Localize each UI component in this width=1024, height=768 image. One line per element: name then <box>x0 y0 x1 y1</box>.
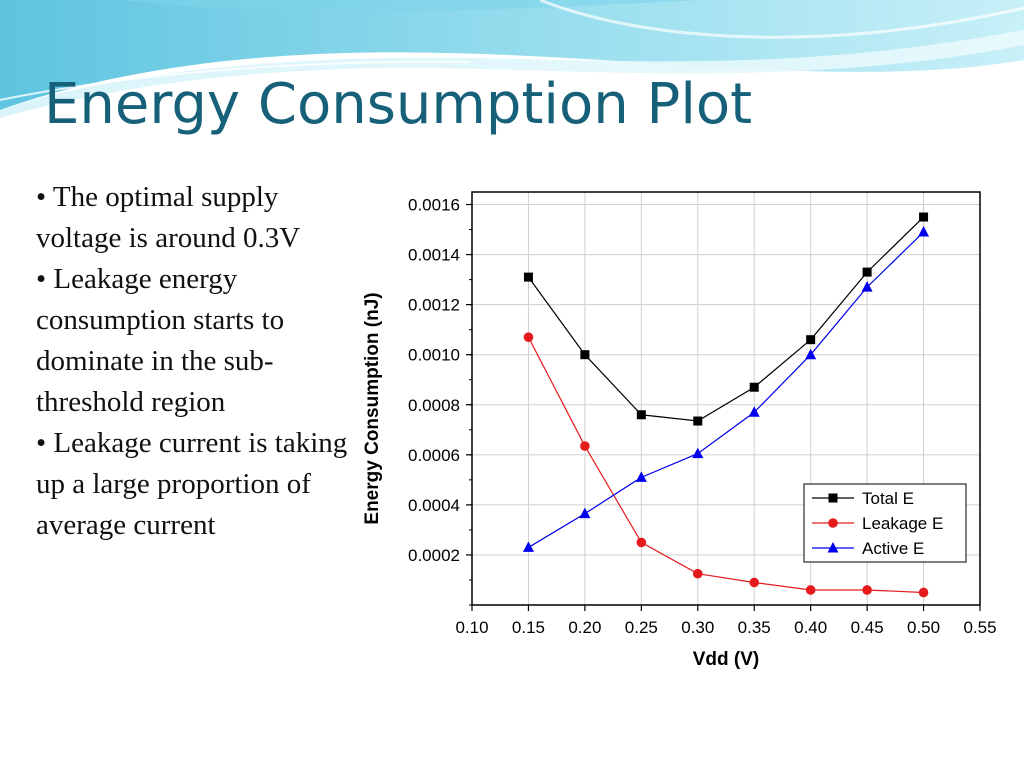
legend-label-leakage-e: Leakage E <box>862 514 943 533</box>
x-tick-label: 0.40 <box>794 618 827 637</box>
x-tick-label: 0.50 <box>907 618 940 637</box>
data-point-active-e <box>579 507 591 519</box>
data-point-leakage-e <box>862 585 872 595</box>
data-point-active-e <box>692 447 704 459</box>
axis-ticks: 0.10 0.15 0.20 0.25 0.30 0.35 0.40 0.45 0.50 0.55… <box>408 196 997 637</box>
data-point-active-e <box>805 348 817 360</box>
data-point-leakage-e <box>523 332 534 342</box>
legend-marker-total-e <box>828 493 838 503</box>
y-tick-label: 0.0002 <box>408 546 460 565</box>
bullet-leakage-current: • Leakage current is taking up a large p… <box>36 427 348 541</box>
x-tick-label: 0.30 <box>681 618 714 637</box>
data-point-leakage-e <box>918 587 929 598</box>
data-point-total-e <box>806 335 816 345</box>
y-tick-label: 0.0006 <box>408 446 460 465</box>
y-tick-label: 0.0004 <box>408 496 460 515</box>
data-point-leakage-e <box>692 568 703 579</box>
series-total-e <box>523 212 929 426</box>
x-axis-title: Vdd (V) <box>693 649 760 670</box>
data-point-leakage-e <box>805 585 816 595</box>
header-wave-decoration <box>0 0 1024 118</box>
data-point-leakage-e <box>580 441 590 451</box>
chart-series <box>522 212 930 598</box>
y-tick-label: 0.0016 <box>408 196 460 215</box>
x-tick-label: 0.15 <box>512 618 545 637</box>
x-tick-label: 0.35 <box>738 618 771 637</box>
x-tick-label: 0.25 <box>625 618 658 637</box>
series-active-e <box>522 226 930 552</box>
series-line-leakage-e <box>527 336 924 594</box>
slide-title: Energy Consumption Plot <box>44 72 753 137</box>
data-point-leakage-e <box>636 537 647 548</box>
y-tick-label: 0.0012 <box>408 296 460 315</box>
legend-marker-leakage-e <box>828 518 838 528</box>
data-point-total-e <box>636 410 646 420</box>
x-tick-label: 0.55 <box>963 618 996 637</box>
data-point-total-e <box>749 382 759 392</box>
data-point-total-e <box>523 272 533 282</box>
x-tick-label: 0.10 <box>455 618 488 637</box>
y-tick-label: 0.0008 <box>408 396 460 415</box>
data-point-leakage-e <box>749 577 760 588</box>
legend-label-total-e: Total E <box>862 489 914 508</box>
plot-frame <box>471 191 981 606</box>
data-point-active-e <box>635 471 647 482</box>
series-line-total-e <box>527 216 924 422</box>
data-point-active-e <box>748 406 760 417</box>
x-tick-label: 0.20 <box>568 618 601 637</box>
data-point-active-e <box>861 281 873 292</box>
data-point-total-e <box>919 212 929 222</box>
x-tick-label: 0.45 <box>851 618 884 637</box>
y-tick-label: 0.0010 <box>408 346 460 365</box>
data-point-total-e <box>580 350 590 360</box>
energy-chart: 0.10 0.15 0.20 0.25 0.30 0.35 0.40 0.45 0.50 0.55… <box>354 178 1014 685</box>
data-point-total-e <box>862 267 872 277</box>
bullet-leakage-dominance: • Leakage energy consumption starts to d… <box>36 263 285 418</box>
legend-label-active-e: Active E <box>862 539 924 558</box>
data-point-active-e <box>522 541 534 552</box>
series-leakage-e <box>523 332 929 598</box>
bullet-list: • The optimal supply voltage is around 0… <box>36 177 354 546</box>
series-line-active-e <box>528 231 924 548</box>
legend-marker-active-e <box>827 542 839 553</box>
y-axis-title: Energy Consumption (nJ) <box>362 292 383 524</box>
data-point-total-e <box>693 416 703 426</box>
energy-chart-svg: 0.10 0.15 0.20 0.25 0.30 0.35 0.40 0.45 0.50 0.55… <box>362 191 997 670</box>
data-point-active-e <box>918 226 930 237</box>
chart-legend: Total E Leakage E Active E <box>803 483 967 563</box>
y-tick-label: 0.0014 <box>408 246 460 265</box>
bullet-optimal-voltage: • The optimal supply voltage is around 0… <box>36 181 301 254</box>
